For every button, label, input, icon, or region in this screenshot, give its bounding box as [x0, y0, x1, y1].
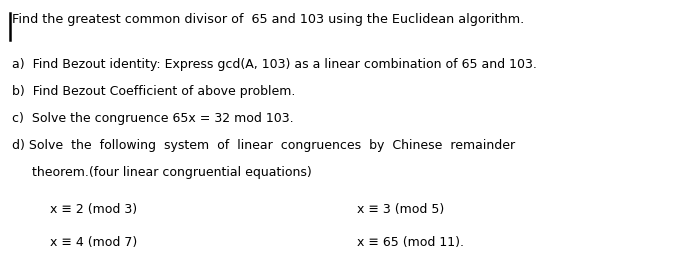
Text: x ≡ 2 (mod 3): x ≡ 2 (mod 3)	[50, 203, 137, 216]
Text: c)  Solve the congruence 65x = 32 mod 103.: c) Solve the congruence 65x = 32 mod 103…	[12, 112, 294, 125]
Text: d) Solve  the  following  system  of  linear  congruences  by  Chinese  remainde: d) Solve the following system of linear …	[12, 139, 516, 152]
Text: x ≡ 4 (mod 7): x ≡ 4 (mod 7)	[50, 236, 137, 249]
Text: Find the greatest common divisor of  65 and 103 using the Euclidean algorithm.: Find the greatest common divisor of 65 a…	[12, 13, 525, 26]
Text: x ≡ 65 (mod 11).: x ≡ 65 (mod 11).	[357, 236, 464, 249]
Text: b)  Find Bezout Coefficient of above problem.: b) Find Bezout Coefficient of above prob…	[12, 85, 296, 98]
Text: theorem.(four linear congruential equations): theorem.(four linear congruential equati…	[12, 166, 313, 179]
Text: x ≡ 3 (mod 5): x ≡ 3 (mod 5)	[357, 203, 444, 216]
Text: a)  Find Bezout identity: Express gcd(A, 103) as a linear combination of 65 and : a) Find Bezout identity: Express gcd(A, …	[12, 58, 537, 71]
